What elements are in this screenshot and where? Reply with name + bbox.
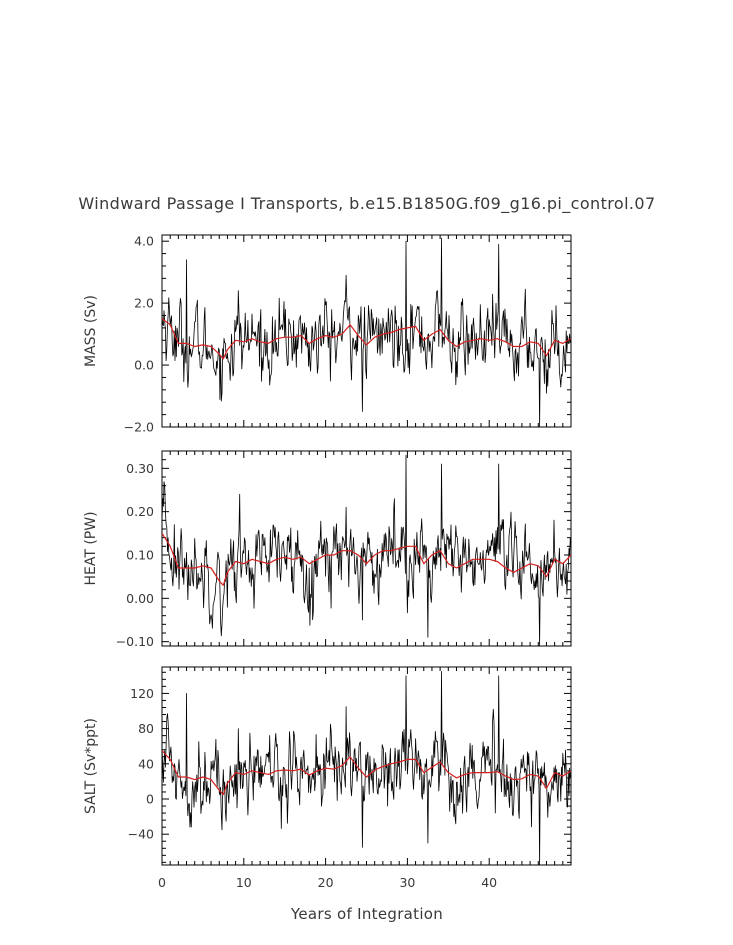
figure-title: Windward Passage I Transports, b.e15.B18… — [78, 194, 655, 214]
x-tick-label: 10 — [236, 875, 252, 890]
x-tick-label: 20 — [318, 875, 334, 890]
y-tick-label-heat: −0.10 — [116, 634, 154, 649]
x-tick-label: 40 — [481, 875, 497, 890]
y-tick-label-mass: 4.0 — [134, 234, 154, 249]
y-axis-label-mass: MASS (Sv) — [83, 295, 99, 367]
y-tick-label-salt: 80 — [138, 721, 154, 736]
x-axis-label: Years of Integration — [290, 905, 443, 923]
panel-mass: −2.0 0.0 2.0 4.0 MASS (Sv) — [83, 234, 572, 435]
x-tick-label: 30 — [399, 875, 415, 890]
y-tick-label-salt: 120 — [130, 686, 154, 701]
series-group-heat — [162, 454, 571, 646]
y-axis-label-heat: HEAT (PW) — [83, 511, 99, 585]
series-group-mass — [162, 237, 571, 427]
panel-heat: −0.10 0.00 0.10 0.20 0.30 HEAT (PW) — [83, 450, 572, 649]
y-tick-label-salt: 40 — [138, 756, 154, 771]
panels: −2.0 0.0 2.0 4.0 MASS (Sv) −0.10 0.00 0.10 0.20 0… — [83, 234, 572, 890]
series-monthly-salt — [162, 671, 571, 865]
series-group-salt — [162, 671, 571, 865]
series-running-mean-mass — [162, 318, 571, 360]
plot-frame-heat — [161, 450, 572, 647]
y-tick-label-mass: 0.0 — [134, 358, 154, 373]
panel-salt: −40 0 40 80 120 SALT (Sv*ppt) 0 10 20 30 40 — [83, 666, 572, 890]
series-monthly-heat — [162, 454, 571, 646]
y-tick-label-heat: 0.00 — [126, 591, 154, 606]
y-tick-label-heat: 0.20 — [126, 504, 154, 519]
y-tick-label-heat: 0.30 — [126, 461, 154, 476]
y-tick-label-salt: 0 — [146, 792, 154, 807]
y-axis-label-salt: SALT (Sv*ppt) — [83, 718, 99, 814]
y-tick-label-heat: 0.10 — [126, 548, 154, 563]
y-tick-label-salt: −40 — [128, 827, 154, 842]
plot-frame-mass — [161, 234, 572, 428]
series-running-mean-salt — [162, 750, 571, 796]
series-running-mean-heat — [162, 532, 571, 586]
y-tick-label-mass: 2.0 — [134, 296, 154, 311]
y-tick-label-mass: −2.0 — [124, 420, 154, 435]
series-monthly-mass — [162, 237, 571, 427]
x-tick-label: 0 — [158, 875, 166, 890]
